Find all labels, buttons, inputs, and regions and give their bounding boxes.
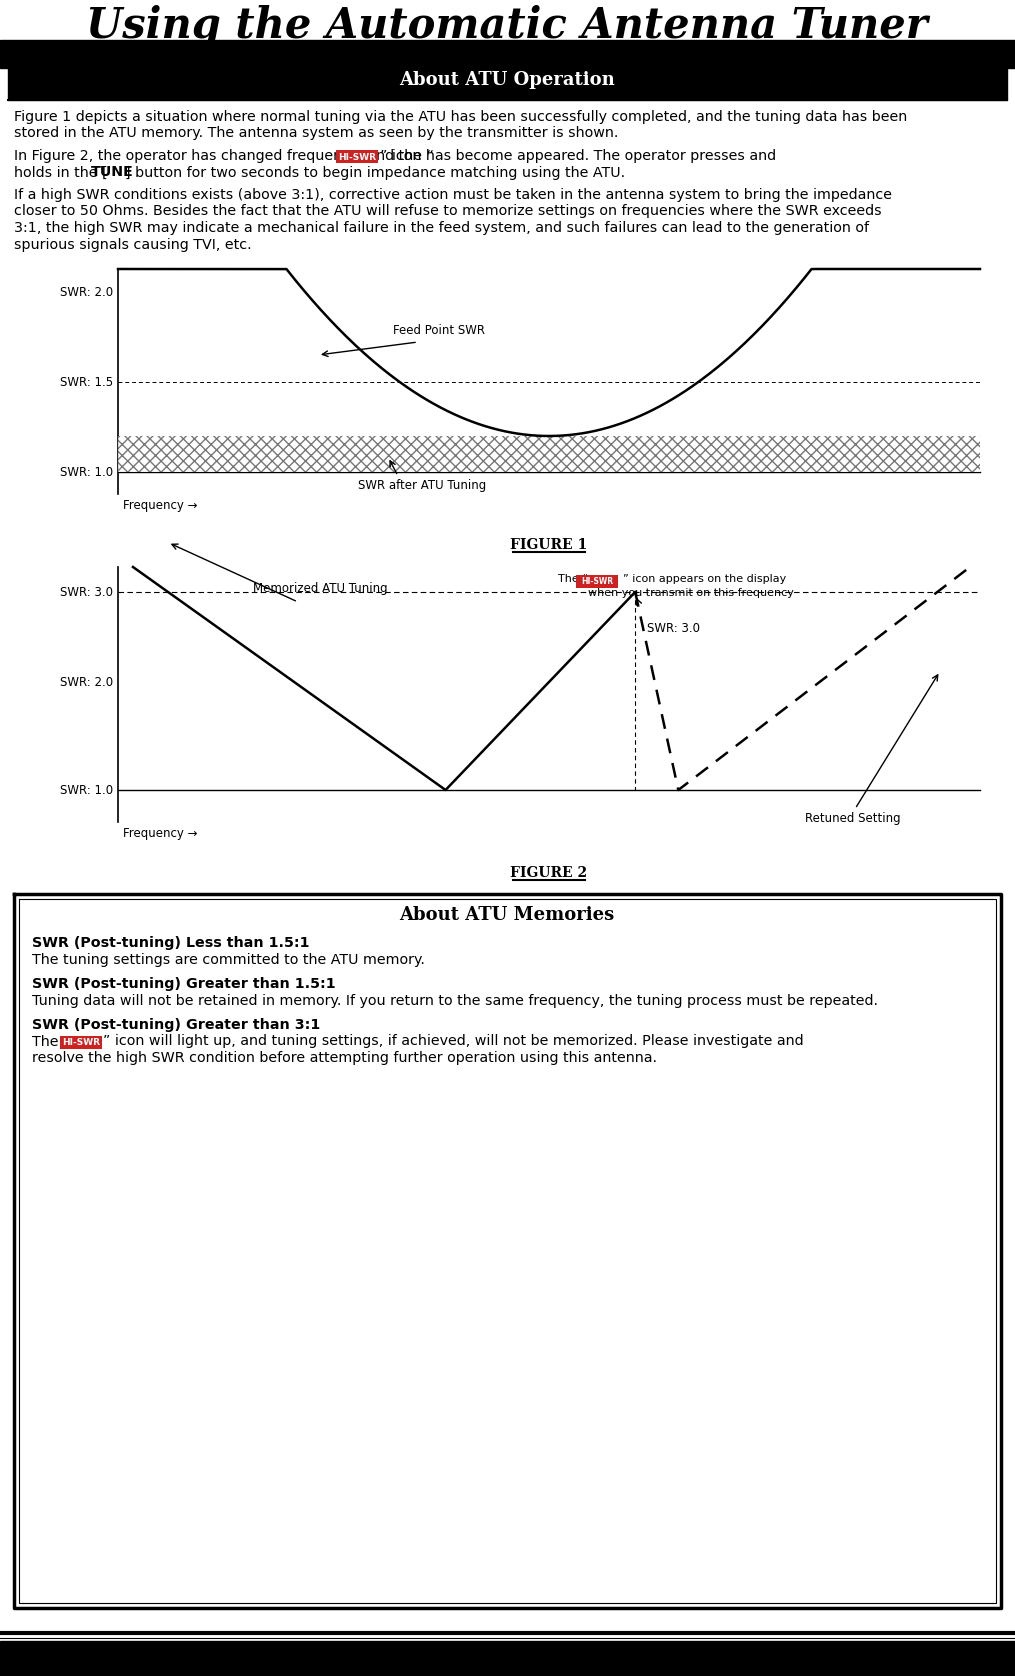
Text: ” icon will light up, and tuning settings, if achieved, will not be memorized. P: ” icon will light up, and tuning setting… [103, 1034, 804, 1049]
Text: About ATU Memories: About ATU Memories [399, 907, 615, 923]
Text: Page 67: Page 67 [933, 1642, 1001, 1658]
Text: SWR: 1.0: SWR: 1.0 [60, 783, 113, 796]
Bar [0, 1641, 1015, 1676]
Text: ] button for two seconds to begin impedance matching using the ATU.: ] button for two seconds to begin impeda… [125, 166, 625, 179]
Text: ” icon appears on the display: ” icon appears on the display [623, 573, 787, 583]
Text: SWR: 2.0: SWR: 2.0 [60, 675, 113, 689]
Text: resolve the high SWR condition before attempting further operation using this an: resolve the high SWR condition before at… [32, 1051, 657, 1064]
Text: HI-SWR: HI-SWR [62, 1037, 99, 1048]
Text: The “: The “ [32, 1034, 70, 1049]
Bar [60, 1036, 102, 1049]
Bar [118, 436, 980, 473]
Text: In Figure 2, the operator has changed frequency, and the “: In Figure 2, the operator has changed fr… [14, 149, 434, 163]
Bar [8, 69, 1007, 101]
Bar [0, 40, 1015, 69]
Bar [576, 575, 618, 588]
Text: spurious signals causing TVI, etc.: spurious signals causing TVI, etc. [14, 238, 252, 251]
Text: FT-2000D Operating Manual: FT-2000D Operating Manual [14, 1642, 257, 1658]
Text: SWR after ATU Tuning: SWR after ATU Tuning [358, 479, 486, 493]
Text: HI-SWR: HI-SWR [581, 578, 613, 587]
Text: Frequency →: Frequency → [123, 499, 198, 513]
Text: TUNE: TUNE [91, 166, 134, 179]
Text: closer to 50 Ohms. Besides the fact that the ATU will refuse to memorize setting: closer to 50 Ohms. Besides the fact that… [14, 204, 882, 218]
Text: SWR (Post-tuning) Less than 1.5:1: SWR (Post-tuning) Less than 1.5:1 [32, 935, 310, 950]
Text: holds in the [: holds in the [ [14, 166, 108, 179]
Text: The “: The “ [558, 573, 588, 583]
Text: SWR: 1.0: SWR: 1.0 [60, 466, 113, 479]
Text: SWR: 1.5: SWR: 1.5 [60, 375, 113, 389]
Text: HI-SWR: HI-SWR [338, 153, 376, 161]
Text: SWR: 2.0: SWR: 2.0 [60, 285, 113, 298]
Text: SWR: 3.0: SWR: 3.0 [60, 585, 113, 598]
Text: If a high SWR conditions exists (above 3:1), corrective action must be taken in : If a high SWR conditions exists (above 3… [14, 188, 892, 203]
Text: FIGURE 1: FIGURE 1 [511, 538, 588, 551]
Bar [336, 149, 378, 163]
Text: SWR (Post-tuning) Greater than 1.5:1: SWR (Post-tuning) Greater than 1.5:1 [32, 977, 336, 991]
Text: SWR (Post-tuning) Greater than 3:1: SWR (Post-tuning) Greater than 3:1 [32, 1017, 321, 1032]
Text: Figure 1 depicts a situation where normal tuning via the ATU has been successful: Figure 1 depicts a situation where norma… [14, 111, 907, 124]
Text: Frequency →: Frequency → [123, 828, 198, 840]
Text: The tuning settings are committed to the ATU memory.: The tuning settings are committed to the… [32, 952, 425, 967]
Text: when you transmit on this frequency: when you transmit on this frequency [588, 588, 794, 598]
Text: Memorized ATU Tuning: Memorized ATU Tuning [253, 582, 388, 595]
Text: FIGURE 2: FIGURE 2 [511, 866, 588, 880]
Text: ” icon has become appeared. The operator presses and: ” icon has become appeared. The operator… [380, 149, 776, 163]
Text: SWR: 3.0: SWR: 3.0 [648, 622, 700, 635]
Text: Using the Automatic Antenna Tuner: Using the Automatic Antenna Tuner [86, 5, 928, 47]
Text: About ATU Operation: About ATU Operation [399, 70, 615, 89]
Text: Retuned Setting: Retuned Setting [805, 811, 900, 825]
Text: 3:1, the high SWR may indicate a mechanical failure in the feed system, and such: 3:1, the high SWR may indicate a mechani… [14, 221, 869, 235]
Text: stored in the ATU memory. The antenna system as seen by the transmitter is shown: stored in the ATU memory. The antenna sy… [14, 126, 618, 141]
Text: Tuning data will not be retained in memory. If you return to the same frequency,: Tuning data will not be retained in memo… [32, 994, 878, 1007]
Text: Feed Point SWR: Feed Point SWR [393, 323, 485, 337]
